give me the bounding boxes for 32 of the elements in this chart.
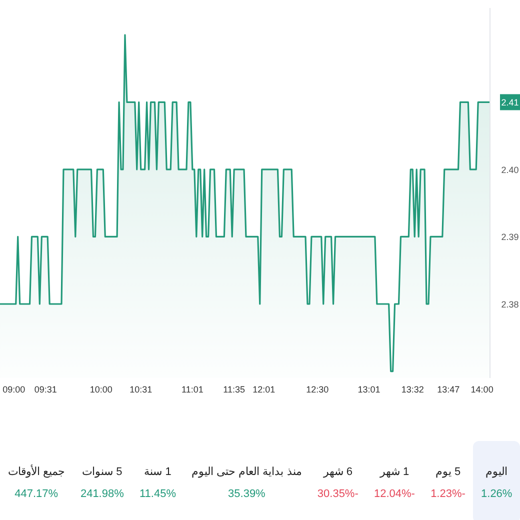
x-tick-label: 11:35 (223, 384, 246, 394)
category-label: 6 شهر (323, 464, 352, 478)
text: 11.45% (139, 488, 176, 500)
x-tick-label: 13:01 (358, 384, 380, 394)
x-tick-label: 09:31 (34, 384, 57, 394)
text: 241.98% (80, 488, 124, 500)
text: 1.26% (481, 488, 512, 500)
category-label: 5 يوم (435, 464, 461, 478)
x-tick-label: 10:31 (130, 384, 152, 394)
y-tick-label: 2.38 (501, 300, 519, 310)
y-tick-label: 2.41 (501, 98, 519, 108)
category-label: منذ بداية العام حتى اليوم (192, 464, 302, 478)
category-label: 1 شهر (380, 464, 410, 478)
category-label: 5 سنوات (82, 464, 122, 478)
category-label: جميع الأوقات (8, 464, 65, 478)
text: 1.23%- (430, 488, 466, 500)
x-tick-label: 13:32 (401, 384, 424, 394)
y-tick-label: 2.39 (501, 232, 519, 242)
category-label: 1 سنة (144, 464, 172, 478)
x-tick-label: 14:00 (470, 384, 494, 394)
text: 12.04%- (374, 488, 415, 500)
x-tick-label: 10:00 (90, 384, 112, 394)
x-tick-label: 11:01 (182, 384, 204, 394)
category-label: اليوم (486, 464, 508, 478)
x-tick-label: 13:47 (437, 384, 460, 394)
x-tick-label: 09:00 (2, 384, 26, 394)
text: 447.17% (14, 488, 58, 500)
text: 35.39% (228, 488, 266, 500)
x-tick-label: 12:01 (252, 384, 276, 394)
x-tick-label: 12:30 (306, 384, 329, 394)
text: 30.35%- (317, 488, 358, 500)
y-tick-label: 2.40 (501, 164, 519, 175)
